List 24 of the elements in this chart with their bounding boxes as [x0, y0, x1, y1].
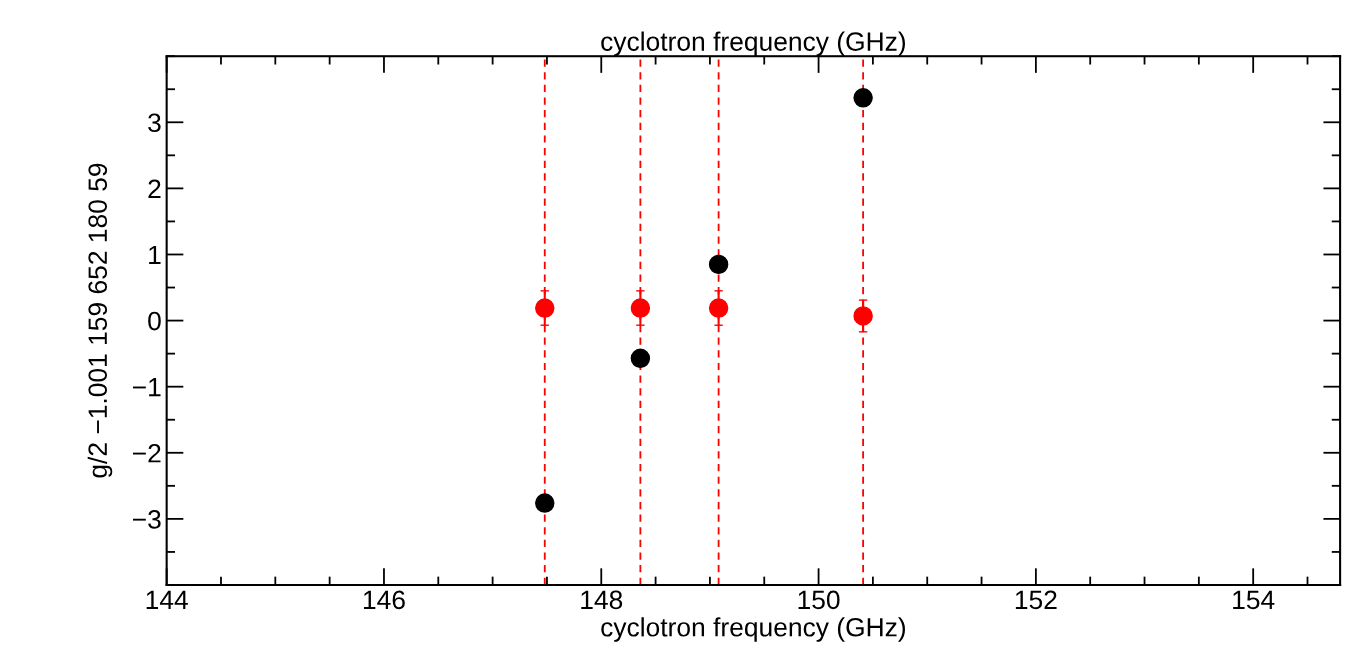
x-tick-label: 154 — [1233, 590, 1275, 610]
x-tick-label: 150 — [798, 590, 840, 610]
point — [708, 254, 729, 275]
x-tick-label: 148 — [581, 590, 623, 610]
point — [708, 298, 729, 318]
y-tick-label: 0 — [148, 311, 161, 331]
point — [535, 298, 555, 318]
y-axis-title: g/2 −1.001 159 652 180 59 — [87, 163, 113, 478]
x-tick-label: 144 — [146, 590, 188, 609]
x-axis-title: cyclotron frequency (GHz) — [601, 617, 905, 642]
point — [535, 493, 555, 513]
point — [630, 348, 651, 368]
point — [853, 306, 873, 326]
x-tick-label: 152 — [1015, 590, 1057, 610]
y-tick-label: −1 — [133, 378, 161, 397]
point — [630, 298, 651, 318]
x-tick-label: 146 — [363, 590, 405, 610]
x2-axis-title: cyclotron frequency (GHz) — [601, 31, 905, 57]
y-tick-label: −3 — [133, 510, 161, 529]
y-tick-label: 3 — [148, 113, 161, 133]
point — [853, 88, 873, 108]
y-tick-label: 1 — [149, 245, 161, 265]
y-tick-label: −2 — [133, 443, 161, 463]
y-tick-label: 2 — [148, 179, 161, 198]
